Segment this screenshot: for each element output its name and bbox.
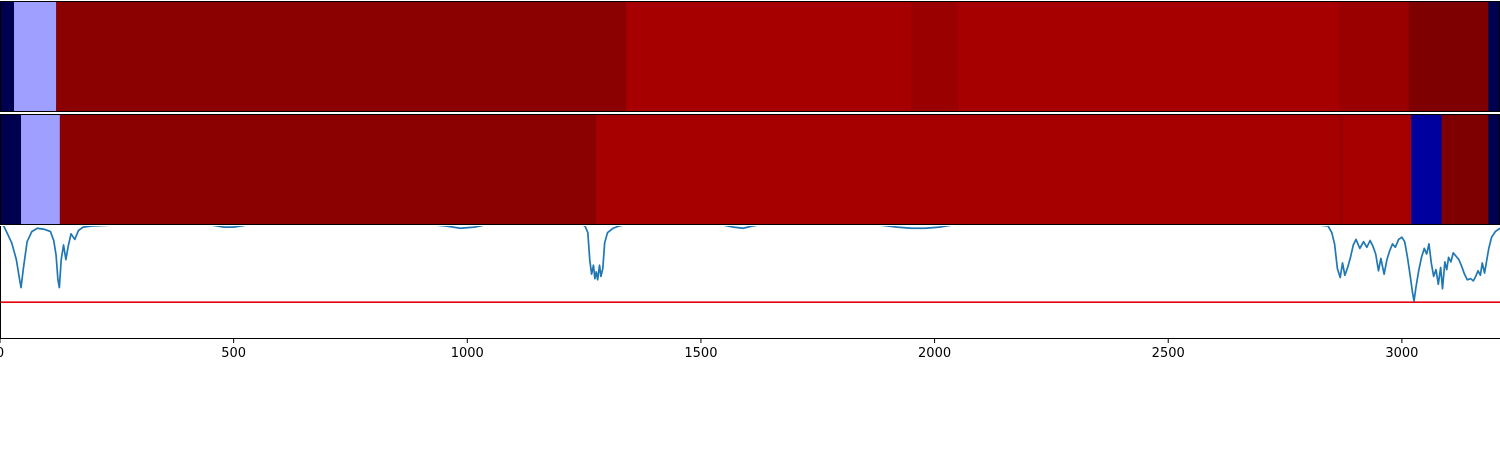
heatmap-segment [1338,114,1344,225]
heatmap-segment [626,1,912,112]
heatmap-segment [595,114,1340,225]
x-tick-label: 1000 [451,346,484,361]
heatmap-segment [911,1,959,112]
heatmap-segment [1411,114,1442,225]
x-tick-label: 3000 [1385,346,1418,361]
x-tick-label: 2500 [1152,346,1185,361]
heatmap-segment [1408,1,1489,112]
heatmap-tracks [0,1,1500,225]
heatmap-segment [1338,1,1410,112]
heatmap-segment [21,114,61,225]
heatmap-segment [56,1,627,112]
heatmap-segment [14,1,57,112]
heatmap-track-2 [0,114,1500,225]
signal-panel [0,226,1500,339]
heatmap-segment [0,1,15,112]
x-tick-label: 500 [221,346,246,361]
x-axis: 0 500 1000 1500 2000 2500 3000 [0,338,1418,361]
heatmap-segment [1488,1,1500,112]
x-tick-label: 2000 [918,346,951,361]
heatmap-track-1 [0,1,1500,112]
heatmap-segment [1343,114,1412,225]
x-tick-label: 0 [0,346,4,361]
signal-line [2,226,1500,302]
heatmap-segment [0,114,22,225]
heatmap-segment [1488,114,1500,225]
heatmap-segment [1441,114,1489,225]
heatmap-segment [59,114,597,225]
heatmap-segment [957,1,1340,112]
x-tick-label: 1500 [684,346,717,361]
